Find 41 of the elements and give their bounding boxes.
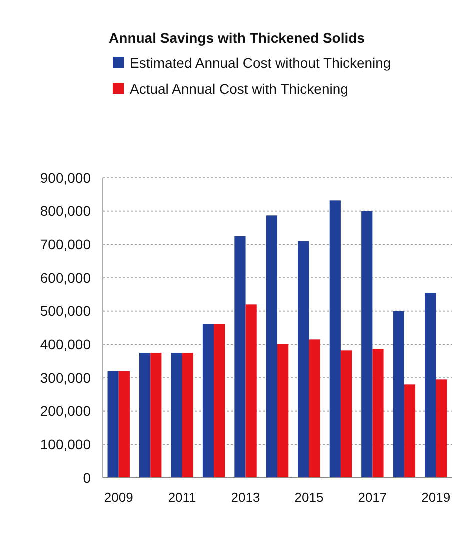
bar xyxy=(182,353,194,478)
x-tick-label: 2017 xyxy=(358,490,388,505)
legend-label: Estimated Annual Cost without Thickening xyxy=(130,55,392,71)
bar xyxy=(340,350,352,478)
y-tick-label: 400,000 xyxy=(40,336,92,353)
legend-label: Actual Annual Cost with Thickening xyxy=(130,81,348,97)
x-tick-label: 2019 xyxy=(422,490,451,505)
bar xyxy=(108,371,119,478)
bar xyxy=(309,340,320,478)
bar xyxy=(330,200,341,478)
bar xyxy=(234,236,246,478)
y-tick-label: 0 xyxy=(83,470,92,486)
bar xyxy=(266,216,278,478)
bar xyxy=(298,241,310,478)
bar xyxy=(150,353,162,478)
bar xyxy=(139,353,151,478)
bar xyxy=(425,293,436,478)
x-tick-label: 2011 xyxy=(168,490,196,505)
x-tick-label: 2009 xyxy=(104,490,134,505)
bar xyxy=(246,304,257,478)
y-tick-label: 600,000 xyxy=(40,270,92,286)
bar xyxy=(214,324,226,478)
bar xyxy=(404,384,416,478)
y-tick-label: 300,000 xyxy=(40,370,92,386)
bar xyxy=(171,353,182,478)
y-tick-label: 200,000 xyxy=(40,403,92,420)
bar xyxy=(372,349,384,478)
bar xyxy=(202,324,214,478)
bar xyxy=(118,371,130,478)
y-tick-label: 800,000 xyxy=(40,203,92,220)
y-tick-label: 900,000 xyxy=(40,170,92,186)
bar xyxy=(393,311,404,478)
bar xyxy=(436,380,448,478)
y-tick-label: 700,000 xyxy=(40,236,92,253)
chart-title: Annual Savings with Thickened Solids xyxy=(109,30,366,46)
x-tick-label: 2015 xyxy=(294,490,324,505)
y-tick-label: 100,000 xyxy=(40,436,92,453)
x-tick-label: 2013 xyxy=(231,490,260,505)
bar xyxy=(362,211,373,478)
bar xyxy=(278,344,289,478)
y-tick-label: 500,000 xyxy=(40,303,92,320)
